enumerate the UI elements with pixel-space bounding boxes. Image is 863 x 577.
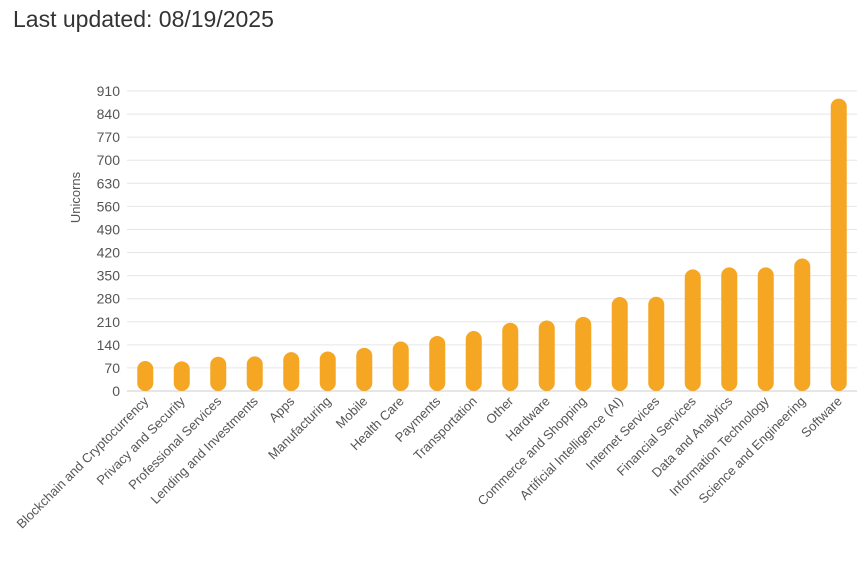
y-tick-label: 630 xyxy=(97,175,121,191)
bar[interactable] xyxy=(611,297,628,391)
bar[interactable] xyxy=(465,331,482,391)
y-tick-label: 280 xyxy=(97,291,121,307)
y-tick-label: 0 xyxy=(112,383,120,399)
bar[interactable] xyxy=(721,267,738,391)
bar[interactable] xyxy=(502,322,519,391)
x-tick-label: Transportation xyxy=(410,394,480,464)
y-tick-label: 560 xyxy=(97,198,121,214)
gridlines xyxy=(127,90,857,392)
bar[interactable] xyxy=(283,352,300,391)
y-tick-label: 910 xyxy=(97,83,121,99)
x-tick-label: Software xyxy=(798,394,845,441)
bar[interactable] xyxy=(246,356,263,391)
bar[interactable] xyxy=(830,98,847,391)
y-tick-label: 840 xyxy=(97,106,121,122)
bar[interactable] xyxy=(392,341,409,391)
y-axis: 0 70 140 210 280 350 420 490 560 630 700 770 840 910 xyxy=(97,83,121,399)
y-tick-label: 350 xyxy=(97,268,121,284)
y-tick-label: 210 xyxy=(97,314,121,330)
bar[interactable] xyxy=(356,347,373,391)
bar[interactable] xyxy=(757,267,774,391)
bar[interactable] xyxy=(684,269,701,391)
bar[interactable] xyxy=(210,356,227,391)
y-tick-label: 770 xyxy=(97,129,121,145)
x-tick-label: Other xyxy=(483,393,517,427)
bars xyxy=(137,98,847,391)
bar[interactable] xyxy=(319,351,336,391)
x-tick-label: Apps xyxy=(266,393,298,425)
x-tick-label: Blockchain and Cryptocurrency xyxy=(14,393,152,531)
bar[interactable] xyxy=(173,361,190,391)
y-tick-label: 140 xyxy=(97,337,121,353)
y-tick-label: 70 xyxy=(104,360,120,376)
bar[interactable] xyxy=(429,335,446,391)
bar[interactable] xyxy=(137,361,154,391)
bar[interactable] xyxy=(648,296,665,391)
y-tick-label: 700 xyxy=(97,152,121,168)
y-tick-label: 420 xyxy=(97,245,121,261)
bar[interactable] xyxy=(794,258,811,391)
last-updated-text: Last updated: 08/19/2025 xyxy=(13,6,274,32)
y-axis-title: Unicorns xyxy=(68,171,83,223)
bar[interactable] xyxy=(538,320,555,391)
bar[interactable] xyxy=(575,316,592,391)
y-tick-label: 490 xyxy=(97,221,121,237)
